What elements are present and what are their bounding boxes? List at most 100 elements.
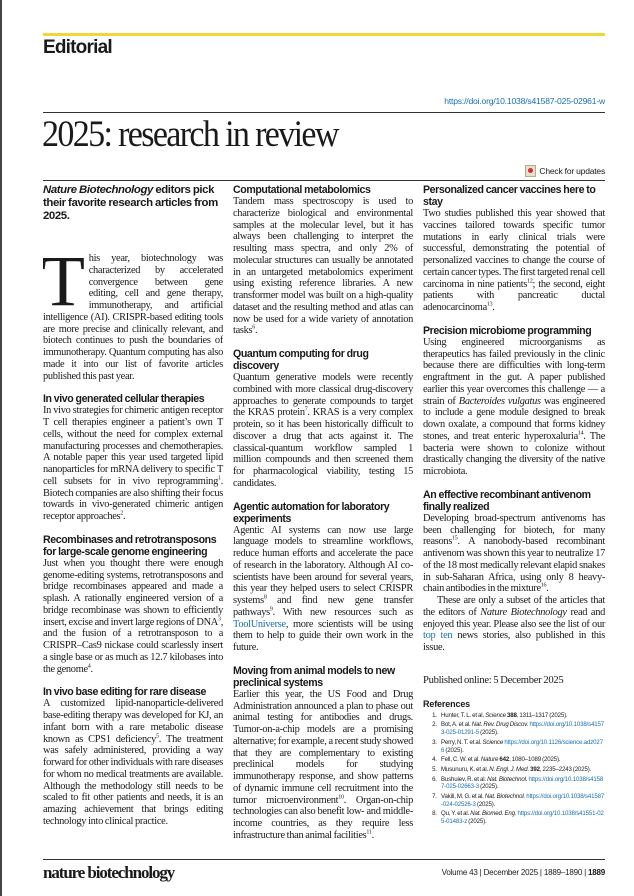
references: References Hunter, T. L. et al. Science 3… <box>423 699 605 826</box>
citation[interactable]: 11 <box>366 829 372 836</box>
section-paragraph: Quantum generative models were recently … <box>233 372 413 490</box>
text: In vivo strategies for chimeric antigen … <box>43 405 223 487</box>
text: (2025). <box>479 783 499 791</box>
citation[interactable]: 14 <box>577 430 584 437</box>
text: news stories, also published in this iss… <box>423 630 606 653</box>
text: and find new gene transfer pathways <box>233 595 413 618</box>
text: . KRAS is a very complex protein, so it … <box>233 407 413 489</box>
citation[interactable]: 3 <box>217 616 221 623</box>
text: was engineered to include a gene module … <box>423 395 605 442</box>
check-for-updates-button[interactable]: Check for updates <box>525 165 605 177</box>
text: Developing broad-spectrum antivenoms has… <box>423 512 605 548</box>
text: (2025). <box>467 818 487 826</box>
intro-paragraph: his year, biotechnology was characterize… <box>43 253 223 382</box>
reference-item: Qu, Y. et al. Nat. Biomed. Eng. https://… <box>438 810 605 825</box>
text: , and the fusion of a retrotransposon to… <box>43 616 223 675</box>
section-paragraph: Agentic AI systems can now use large lan… <box>233 525 413 654</box>
section-paragraph: A customized lipid-nanoparticle-delivere… <box>43 698 223 827</box>
section-heading: Agentic automation for laboratory experi… <box>233 500 390 525</box>
italic-text: Nat. Biomed. Eng. <box>470 810 517 818</box>
citation[interactable]: 7 <box>304 406 308 413</box>
citation[interactable]: 4 <box>87 663 91 670</box>
text: . Organ-on-chip technologies can also be… <box>233 794 414 841</box>
italic-text: Science <box>482 738 504 746</box>
link[interactable]: https://doi.org/10.1126/science.adz0276 <box>441 738 603 754</box>
section-paragraph: Two studies published this year showed t… <box>423 208 605 314</box>
divider <box>43 180 605 181</box>
italic-text: Nat. Rev. Drug Discov. <box>471 721 529 729</box>
column-1: Nature Biotechnology editors pick their … <box>43 184 223 839</box>
citation[interactable]: 10 <box>338 794 344 801</box>
italic-text: Nat. Biotechnol. <box>484 793 526 801</box>
text: editors pick their favorite research art… <box>43 184 218 222</box>
link[interactable]: https://doi.org/10.1038/s41587-025-02663… <box>441 775 604 791</box>
article-section: Computational metabolomics Tandem mass sp… <box>233 184 413 337</box>
text: Quantum generative models were recently … <box>233 372 413 419</box>
crossmark-icon <box>525 165 537 177</box>
text: his year, biotechnology was characterize… <box>43 253 223 382</box>
link[interactable]: top ten <box>423 630 453 642</box>
journal-logo: nature biotechnology <box>43 863 175 882</box>
text: Perry, N. T. et al. <box>441 738 483 746</box>
article-section: Moving from animal models to new preclin… <box>233 665 413 842</box>
volume-number: 392 <box>530 765 540 773</box>
citation[interactable]: 16 <box>540 582 547 589</box>
closing-paragraph: These are only a subset of the articles … <box>423 595 605 654</box>
article-section: In vivo base editing for rare disease A c… <box>43 686 223 827</box>
section-heading: An effective recombinant antivenom final… <box>423 488 591 513</box>
text: Tandem mass spectroscopy is used to char… <box>233 196 413 337</box>
section-heading: Quantum computing for drug discovery <box>233 348 369 372</box>
doi-link[interactable]: https://doi.org/10.1038/s41587-025-02961… <box>444 96 605 106</box>
citation[interactable]: 12 <box>527 278 533 285</box>
intro: T his year, biotechnology was characteri… <box>43 253 223 382</box>
page-edge <box>0 0 2 896</box>
link[interactable]: https://doi.org/10.1038/s41573-025-01291… <box>441 721 605 737</box>
citation[interactable]: 1 <box>217 475 221 482</box>
volume-number: 642 <box>499 756 510 764</box>
citation[interactable]: 2 <box>120 510 123 517</box>
text: Fell, C. W. et al. <box>441 756 481 764</box>
text: (2025). <box>475 800 496 808</box>
text: . <box>90 663 94 675</box>
text: . With new resources such as <box>272 606 414 618</box>
section-heading: Precision microbiome programming <box>423 324 592 337</box>
drop-cap: T <box>43 253 85 321</box>
text: (2025). <box>444 746 464 754</box>
section-paragraph: Earlier this year, the US Food and Drug … <box>233 689 413 842</box>
divider <box>43 112 605 113</box>
volume-number: 388 <box>507 711 517 719</box>
link[interactable]: ToolUniverse <box>233 618 286 630</box>
reference-item: Bot, A. et al. Nat. Rev. Drug Discov. ht… <box>438 721 605 736</box>
text: ; the second, eight patients with pancre… <box>423 278 605 314</box>
italic-text: N. Engl. J. Med. <box>489 765 529 773</box>
page-number: 1889 <box>588 868 605 877</box>
citation[interactable]: 13 <box>486 301 493 308</box>
section-heading: Computational metabolomics <box>233 184 371 196</box>
reference-item: Perry, N. T. et al. Science https://doi.… <box>438 739 605 754</box>
link[interactable]: https://doi.org/10.1038/s41587-024-02526… <box>441 793 605 808</box>
reference-item: Bushuiev, R. et al. Nat. Biotechnol. htt… <box>438 776 605 791</box>
standfirst: Nature Biotechnology editors pick their … <box>43 184 223 223</box>
italic-text: Nat. Biotechnol. <box>487 775 528 783</box>
published-date: Published online: 5 December 2025 <box>423 674 564 686</box>
section-label: Editorial <box>43 37 113 58</box>
section-paragraph: Just when you thought there were enough … <box>43 558 223 676</box>
text: Agentic AI systems can now use large lan… <box>233 524 413 607</box>
section-heading: In vivo base editing for rare disease <box>43 686 206 699</box>
citation[interactable]: 15 <box>452 535 458 542</box>
text: , more scientists will be using them to … <box>233 618 413 654</box>
citation[interactable]: 6 <box>252 324 255 331</box>
text: . <box>492 302 495 313</box>
page-title: 2025: research in review <box>42 114 339 155</box>
text: Just when you thought there were enough … <box>43 557 223 628</box>
citation[interactable]: 8 <box>263 594 267 601</box>
citation[interactable]: 5 <box>156 733 159 740</box>
text: Using engineered microorganisms as thera… <box>423 336 605 407</box>
text: , 1311–1317 (2025). <box>516 711 568 719</box>
text: , 2235–2243 (2025). <box>539 765 592 773</box>
link[interactable]: https://doi.org/10.1038/s41551-025-01483… <box>441 810 604 826</box>
italic-text: Nature <box>480 756 499 764</box>
citation[interactable]: 9 <box>269 606 273 613</box>
italic-text: Bacteroides vulgatus <box>458 395 541 407</box>
text: read and enjoyed this year. Please also … <box>423 606 605 630</box>
